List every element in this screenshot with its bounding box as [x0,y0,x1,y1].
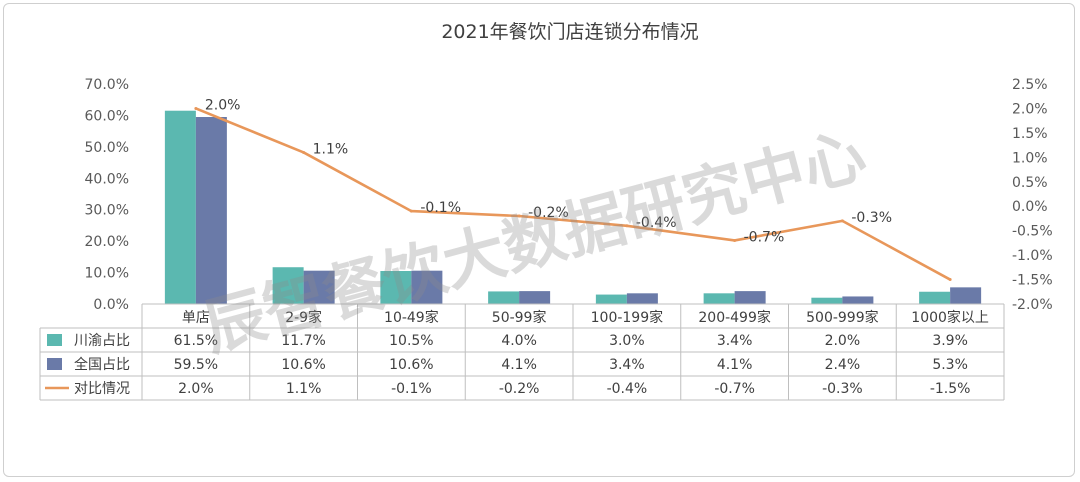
right-tick-label: -1.5% [1012,273,1053,289]
data-table: 单店 2-9家 10-49家 50-99家 100-199家 200-499家 500-99… [39,303,1005,401]
bar-chuanyu [380,271,412,304]
category-label: 500-999家 [806,309,879,326]
category-label: 2-9家 [285,309,322,326]
line-data-label: 2.0% [205,97,241,113]
bar-national [303,270,335,304]
table-value: 3.0% [609,333,645,349]
line-data-label: -0.7% [744,229,785,245]
right-tick-label: 1.5% [1012,126,1048,142]
line-point [517,214,521,218]
left-tick-label: 60.0% [85,108,129,124]
table-value: 4.0% [501,333,537,349]
right-tick-label: -2.0% [1012,297,1053,313]
left-tick-label: 10.0% [85,266,129,282]
right-tick-label: 2.5% [1012,77,1048,93]
line-data-label: 1.1% [313,141,349,157]
right-axis: -2.0% -1.5% -1.0% -0.5% 0.0% 0.5% 1.0% 1.5% 2.0%… [1012,77,1053,313]
table-value: -1.5% [930,381,971,397]
line-data-label: -0.3% [851,210,892,226]
line-series: 2.0% 1.1% -0.1% -0.2% -0.4% -0.7% -0.3% [194,97,952,282]
left-axis: 0.0% 10.0% 20.0% 30.0% 40.0% 50.0% 60.0% 70.0% [85,77,129,313]
bar-national [734,291,766,304]
bar-national [195,117,227,304]
left-tick-label: 40.0% [85,171,129,187]
line-data-label: -0.2% [528,205,569,221]
line-data-label: -0.4% [636,215,677,231]
legend-series-name: 对比情况 [74,381,130,397]
bar-chuanyu [811,297,843,304]
table-value: 61.5% [174,333,218,349]
left-tick-label: 30.0% [85,203,129,219]
category-label: 1000家以上 [911,309,989,326]
line-point [194,106,198,110]
table-value: -0.2% [499,381,540,397]
left-tick-label: 0.0% [93,297,129,313]
bar-chuanyu [488,291,520,304]
table-value: 3.9% [932,333,968,349]
table-value: 2.4% [825,357,861,373]
bar-chuanyu [595,294,627,304]
bar-national [626,293,658,304]
table-value: 2.0% [825,333,861,349]
line-point [948,278,952,282]
category-label: 单店 [182,310,210,326]
table-value: 1.1% [286,381,322,397]
table-value: 4.1% [717,357,753,373]
table-value: 3.4% [609,357,645,373]
line-data-label: -0.1% [420,200,461,216]
legend-swatch [47,334,62,346]
left-tick-label: 20.0% [85,234,129,250]
table-value: 2.0% [178,381,214,397]
table-value: 59.5% [174,357,218,373]
table-value: -0.1% [391,381,432,397]
table-value: 10.5% [389,333,433,349]
table-value: -0.4% [607,381,648,397]
line-point [409,209,413,213]
bar-chuanyu [703,293,735,304]
table-value: 4.1% [501,357,537,373]
table-value: 10.6% [281,357,325,373]
right-tick-label: 2.0% [1012,101,1048,117]
right-tick-label: 1.0% [1012,150,1048,166]
table-value: 5.3% [932,357,968,373]
table-value: -0.7% [714,381,755,397]
bars [164,110,982,304]
line-point [733,238,737,242]
line-point [302,150,306,154]
category-label: 100-199家 [591,309,664,326]
line-point [625,224,629,228]
bar-chuanyu [272,267,304,304]
bar-national [842,296,874,304]
table-value: 11.7% [281,333,325,349]
table-value: -0.3% [822,381,863,397]
legend-swatch [47,358,62,370]
category-label: 200-499家 [698,309,771,326]
comparison-line [195,107,951,281]
right-tick-label: -1.0% [1012,248,1053,264]
right-tick-label: 0.5% [1012,175,1048,191]
bar-chuanyu [919,291,951,304]
left-tick-label: 50.0% [85,140,129,156]
left-tick-label: 70.0% [85,77,129,93]
category-label: 10-49家 [384,309,439,326]
bar-national [411,270,443,304]
right-tick-label: 0.0% [1012,199,1048,215]
legend-series-name: 全国占比 [74,356,130,373]
chart-title: 2021年餐饮门店连锁分布情况 [441,21,698,43]
line-point [840,219,844,223]
table-value: 3.4% [717,333,753,349]
category-label: 50-99家 [492,309,547,326]
bar-national [950,287,982,304]
bar-national [519,291,551,304]
right-tick-label: -0.5% [1012,224,1053,240]
table-value: 10.6% [389,357,433,373]
bar-chuanyu [164,110,196,304]
legend-series-name: 川渝占比 [74,333,130,349]
